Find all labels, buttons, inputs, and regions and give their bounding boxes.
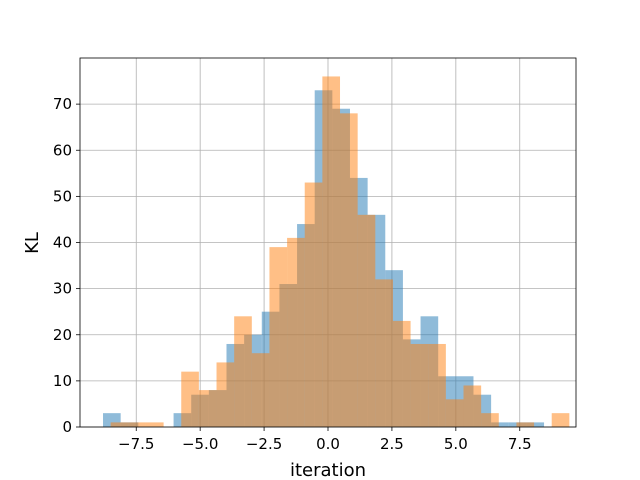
- x-tick-label-6: 7.5: [508, 435, 532, 453]
- bar-series-1-bin-7: [234, 316, 252, 427]
- bar-series-1-bin-10: [287, 237, 305, 427]
- bar-series-1-bin-4: [181, 371, 199, 427]
- bar-series-1-bin-8: [251, 353, 270, 427]
- bar-series-1-bin-23: [516, 422, 535, 427]
- bar-series-1-bin-5: [198, 390, 217, 427]
- x-tick-label-5: 5.0: [444, 435, 468, 453]
- y-tick-label-1: 10: [53, 372, 72, 390]
- y-tick-label-2: 20: [53, 326, 72, 344]
- bar-series-1-bin-18: [428, 343, 446, 427]
- bar-series-1-bin-9: [269, 247, 288, 427]
- bar-series-0-bin-22: [491, 422, 509, 427]
- bar-series-1-bin-0: [110, 422, 129, 427]
- y-axis-label: KL: [22, 232, 43, 254]
- x-tick-label-2: −2.5: [246, 435, 282, 453]
- bar-series-1-bin-16: [392, 320, 411, 427]
- y-tick-label-7: 70: [53, 95, 72, 113]
- x-tick-label-0: −7.5: [118, 435, 154, 453]
- y-tick-label-0: 0: [62, 418, 72, 436]
- bar-series-1-bin-21: [481, 413, 499, 427]
- bar-series-1-bin-6: [216, 362, 235, 427]
- x-tick-label-3: 0.0: [316, 435, 340, 453]
- bar-series-1-bin-25: [551, 413, 570, 427]
- histogram-bars: [103, 76, 570, 428]
- bar-series-1-bin-17: [410, 343, 429, 427]
- bar-series-1-bin-15: [375, 279, 393, 427]
- bar-series-0-bin-24: [526, 422, 545, 427]
- bar-series-1-bin-19: [445, 399, 464, 427]
- y-tick-label-6: 60: [53, 141, 72, 159]
- bar-series-1-bin-14: [357, 214, 376, 427]
- bar-series-1-bin-11: [304, 182, 323, 427]
- y-tick-label-4: 40: [53, 234, 72, 252]
- x-tick-label-1: −5.0: [182, 435, 218, 453]
- x-tick-label-4: 2.5: [380, 435, 404, 453]
- bar-series-1-bin-12: [322, 76, 341, 427]
- bar-series-1-bin-1: [128, 422, 146, 427]
- y-tick-label-5: 50: [53, 187, 72, 205]
- bar-series-1-bin-2: [145, 422, 164, 427]
- bar-series-1-bin-13: [340, 113, 358, 427]
- bar-series-1-bin-20: [463, 385, 482, 427]
- y-tick-label-3: 30: [53, 280, 72, 298]
- x-axis-label: iteration: [290, 460, 366, 480]
- axis-ticks: −7.5 −5.0 −2.5 0.0 2.5 5.0 7.5 0 10 20 30 40 50 60 70: [53, 95, 532, 453]
